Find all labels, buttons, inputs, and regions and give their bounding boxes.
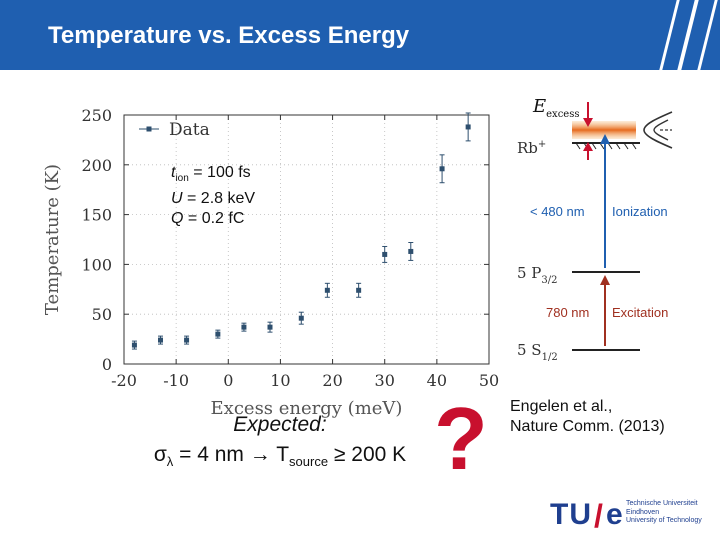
chart-svg: -20 -10 0 10 20 30 40 50 0 50 100 150 200 250 Excess e… — [42, 96, 673, 419]
header-stripe — [659, 0, 680, 70]
electron-wave-icon — [643, 111, 673, 149]
slide-header: Temperature vs. Excess Energy — [0, 0, 720, 70]
temperature-plot: -20 -10 0 10 20 30 40 50 0 50 100 150 200 250 Excess e… — [42, 106, 499, 419]
reference-line: Nature Comm. (2013) — [510, 418, 665, 435]
p-state-label: 5 P3/2 — [517, 264, 558, 286]
legend-label: Data — [169, 120, 210, 140]
y-tick-label: 0 — [102, 355, 112, 374]
header-stripe — [677, 0, 699, 70]
data-point — [158, 337, 163, 343]
data-point — [215, 331, 221, 337]
logo-tu: TU — [550, 498, 592, 531]
x-tick-label: 30 — [375, 371, 395, 390]
e-excess-label: Eexcess — [532, 96, 579, 120]
data-point — [408, 248, 414, 254]
logo-university-name: Technische Universiteit Eindhoven Univer… — [626, 500, 702, 524]
y-tick-label: 250 — [81, 106, 112, 125]
param-t-ion: tion = 100 fs — [171, 164, 251, 185]
ionization-arrow-head — [600, 134, 610, 144]
x-tick-label: 20 — [322, 371, 342, 390]
data-point — [131, 342, 137, 348]
y-tick-label: 150 — [81, 206, 112, 225]
data-point — [267, 324, 273, 330]
y-tick-label: 50 — [92, 305, 112, 324]
excess-arrow-down-head — [583, 118, 593, 127]
electron-wave-icon — [653, 119, 669, 141]
expected-box: Expected: σλ = 4 nm → Tsource ≥ 200 K — [130, 410, 430, 477]
legend-marker — [146, 126, 152, 132]
excitation-wavelength: 780 nm — [546, 305, 589, 320]
logo-slash: / — [594, 498, 603, 534]
energy-diagram: Eexcess Rb+ < 480 nm Ionization 5 P3/2 7… — [517, 96, 673, 363]
excitation-label: Excitation — [612, 305, 668, 320]
reference-citation: Engelen et al., Nature Comm. (2013) — [510, 397, 665, 437]
logo-e: e — [606, 498, 623, 531]
s-state-label: 5 S1/2 — [517, 341, 558, 363]
data-point — [382, 251, 388, 257]
y-tick-label: 100 — [81, 255, 112, 274]
param-u: U = 2.8 keV — [171, 190, 256, 208]
data-point — [184, 337, 190, 343]
plot-frame — [123, 114, 490, 365]
x-tick-label: -20 — [111, 371, 137, 390]
tue-logo: TU / e Technische Universiteit Eindhoven… — [550, 498, 720, 536]
x-tick-label: 50 — [479, 371, 499, 390]
ionization-wavelength: < 480 nm — [530, 204, 585, 219]
excitation-arrow-head — [600, 275, 610, 285]
question-mark: ? — [434, 389, 488, 488]
y-axis-label: Temperature (K) — [42, 164, 63, 315]
data-point — [356, 287, 362, 293]
data-point — [439, 166, 445, 172]
data-point — [298, 315, 304, 321]
excess-arrow-up-head — [583, 142, 593, 151]
rb-ion-label: Rb+ — [517, 139, 546, 157]
x-tick-label: -10 — [163, 371, 189, 390]
slide-title: Temperature vs. Excess Energy — [48, 22, 410, 49]
reference-line: Engelen et al., — [510, 398, 613, 415]
x-tick-label: 40 — [427, 371, 447, 390]
param-q: Q = 0.2 fC — [171, 210, 245, 228]
y-tick-label: 200 — [81, 156, 112, 175]
expected-title: Expected: — [233, 413, 327, 436]
x-tick-label: 0 — [223, 371, 233, 390]
parameter-list: tion = 100 fs U = 2.8 keV Q = 0.2 fC — [171, 163, 255, 229]
data-point — [324, 287, 330, 293]
x-axis-label: Excess energy (meV) — [211, 398, 403, 419]
x-tick-label: 10 — [270, 371, 290, 390]
header-stripe — [697, 0, 718, 70]
ionization-label: Ionization — [612, 204, 668, 219]
data-point — [465, 124, 471, 130]
expected-formula: σλ = 4 nm → Tsource ≥ 200 K — [153, 443, 407, 470]
data-point — [241, 324, 247, 330]
